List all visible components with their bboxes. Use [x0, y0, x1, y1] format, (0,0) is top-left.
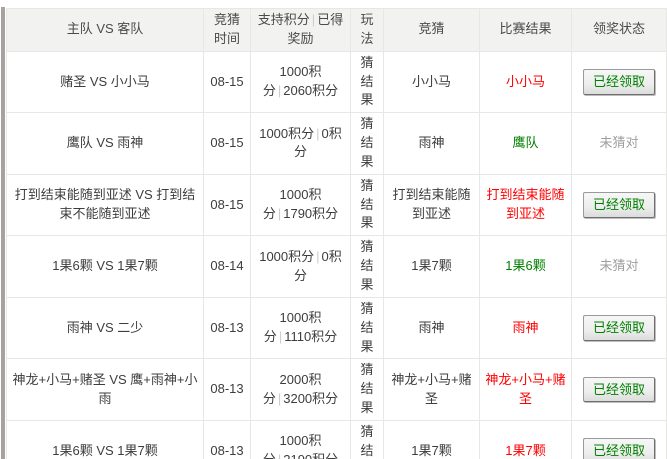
match-cell: 打到结束能随到亚述 VS 打到结束不能随到亚述	[6, 173, 204, 237]
status-cell: 未猜对	[571, 112, 667, 175]
support-points: 1000积分	[263, 433, 322, 459]
pipe-divider: |	[278, 329, 283, 345]
bet-cell: 打到结束能随到亚述	[383, 173, 480, 237]
match-cell: 1果6颗 VS 1果7颗	[6, 419, 204, 459]
table-row: 打到结束能随到亚述 VS 打到结束不能随到亚述 08-15 1000积分 | 179…	[6, 173, 667, 237]
bet-time-cell: 08-15	[203, 112, 251, 175]
bet-cell: 1果7颗	[383, 235, 480, 298]
bet-time-cell: 08-15	[203, 173, 251, 237]
pipe-divider: |	[277, 390, 282, 406]
col-header-reward-label: 已得奖励	[287, 12, 344, 46]
pipe-divider: |	[316, 125, 320, 141]
status-cell: 已经领取	[571, 50, 667, 114]
left-edge-bar	[1, 7, 5, 459]
reward-points: 2060积分	[283, 82, 339, 98]
status-not-won-label: 未猜对	[599, 258, 639, 274]
result-cell: 雨神	[479, 296, 572, 360]
support-points: 1000积分	[262, 64, 322, 98]
result-cell: 1果6颗	[479, 235, 572, 298]
table-row: 神龙+小马+赌圣 VS 鹰+雨神+小雨 08-13 2000积分 | 3200积分 …	[6, 358, 667, 421]
support-points: 1000积分	[262, 187, 322, 222]
play-type-cell: 猜结果	[350, 50, 384, 114]
col-header-points: 支持积分 | 已得奖励	[250, 8, 351, 52]
match-cell: 1果6颗 VS 1果7颗	[6, 235, 204, 298]
claim-button[interactable]: 已经领取	[582, 376, 655, 403]
status-cell: 已经领取	[571, 358, 667, 421]
play-type-cell: 猜结果	[350, 419, 384, 459]
match-cell: 神龙+小马+赌圣 VS 鹰+雨神+小雨	[6, 358, 204, 421]
claim-button[interactable]: 已经领取	[582, 315, 655, 341]
col-header-bet: 竞猜	[383, 8, 480, 52]
claim-button[interactable]: 已经领取	[582, 192, 655, 218]
bet-cell: 神龙+小马+赌圣	[383, 358, 480, 421]
bet-cell: 小小马	[383, 50, 480, 114]
match-cell: 雨神 VS 二少	[6, 296, 204, 360]
col-header-time: 竞猜时间	[203, 8, 251, 52]
support-points: 1000积分	[259, 125, 315, 141]
bet-cell: 雨神	[383, 112, 480, 175]
col-header-result: 比赛结果	[479, 8, 572, 52]
table-row: 鹰队 VS 雨神 08-15 1000积分 | 0积分 猜结果 雨神 鹰队 未猜对	[6, 112, 667, 175]
match-cell: 赌圣 VS 小小马	[6, 50, 204, 114]
support-points: 1000积分	[263, 310, 322, 345]
play-type-cell: 猜结果	[350, 235, 384, 298]
support-points: 1000积分	[259, 248, 315, 264]
bet-cell: 雨神	[383, 296, 480, 360]
points-cell: 1000积分 | 0积分	[250, 235, 351, 298]
points-cell: 1000积分 | 2060积分	[250, 50, 351, 114]
claim-button[interactable]: 已经领取	[582, 69, 655, 95]
status-cell: 已经领取	[571, 419, 667, 459]
match-cell: 鹰队 VS 雨神	[6, 112, 204, 175]
bet-time-cell: 08-13	[203, 296, 251, 360]
reward-points: 3200积分	[283, 390, 339, 406]
play-type-cell: 猜结果	[350, 173, 384, 237]
bet-time-cell: 08-14	[203, 235, 251, 298]
col-header-time-label: 竞猜时间	[213, 12, 240, 46]
col-header-match: 主队 VS 客队	[6, 8, 204, 52]
play-type-cell: 猜结果	[350, 358, 384, 421]
play-type-cell: 猜结果	[350, 296, 384, 360]
support-points: 2000积分	[262, 371, 322, 406]
pipe-divider: |	[316, 248, 320, 264]
col-header-status: 领奖状态	[571, 8, 667, 52]
status-cell: 已经领取	[571, 173, 667, 237]
reward-points: 1110积分	[284, 329, 338, 345]
points-cell: 1000积分 | 0积分	[250, 112, 351, 175]
result-cell: 1果7颗	[479, 419, 572, 459]
status-cell: 已经领取	[571, 296, 667, 360]
result-cell: 鹰队	[479, 112, 572, 175]
reward-points: 0积分	[293, 125, 342, 160]
bet-time-cell: 08-15	[203, 50, 251, 114]
points-cell: 1000积分 | 1790积分	[250, 173, 351, 237]
table-row: 雨神 VS 二少 08-13 1000积分 | 1110积分 猜结果 雨神 雨神 已…	[6, 296, 667, 360]
pipe-divider: |	[277, 82, 282, 98]
pipe-divider: |	[311, 12, 316, 27]
table-row: 1果6颗 VS 1果7颗 08-13 1000积分|2190积分 猜结果 1果7…	[6, 419, 667, 459]
pipe-divider: |	[276, 452, 283, 459]
status-cell: 未猜对	[571, 235, 667, 298]
result-cell: 小小马	[479, 50, 572, 114]
play-type-cell: 猜结果	[350, 112, 384, 175]
pipe-divider: |	[277, 206, 282, 222]
header-row: 主队 VS 客队 竞猜时间 支持积分 | 已得奖励 玩法 竞猜 比赛结果 领奖状态	[6, 8, 667, 52]
claim-button[interactable]: 已经领取	[582, 438, 655, 459]
points-cell: 2000积分 | 3200积分	[250, 358, 351, 421]
result-cell: 神龙+小马+赌圣	[479, 358, 572, 421]
bet-history-table: 主队 VS 客队 竞猜时间 支持积分 | 已得奖励 玩法 竞猜 比赛结果 领奖状态 …	[6, 8, 667, 459]
table-row: 1果6颗 VS 1果7颗 08-14 1000积分 | 0积分 猜结果 1果7颗 1…	[6, 235, 667, 298]
result-cell: 打到结束能随到亚述	[479, 173, 572, 237]
points-cell: 1000积分|2190积分	[250, 419, 351, 459]
reward-points: 2190积分	[283, 452, 338, 459]
status-not-won-label: 未猜对	[599, 135, 639, 151]
reward-points: 0积分	[293, 248, 342, 283]
bet-cell: 1果7颗	[383, 419, 480, 459]
bet-time-cell: 08-13	[203, 419, 251, 459]
bet-time-cell: 08-13	[203, 358, 251, 421]
table-row: 赌圣 VS 小小马 08-15 1000积分 | 2060积分 猜结果 小小马 小小…	[6, 50, 667, 114]
col-header-play: 玩法	[350, 8, 384, 52]
points-cell: 1000积分 | 1110积分	[250, 296, 351, 360]
col-header-support-label: 支持积分	[257, 12, 310, 27]
reward-points: 1790积分	[283, 206, 339, 222]
